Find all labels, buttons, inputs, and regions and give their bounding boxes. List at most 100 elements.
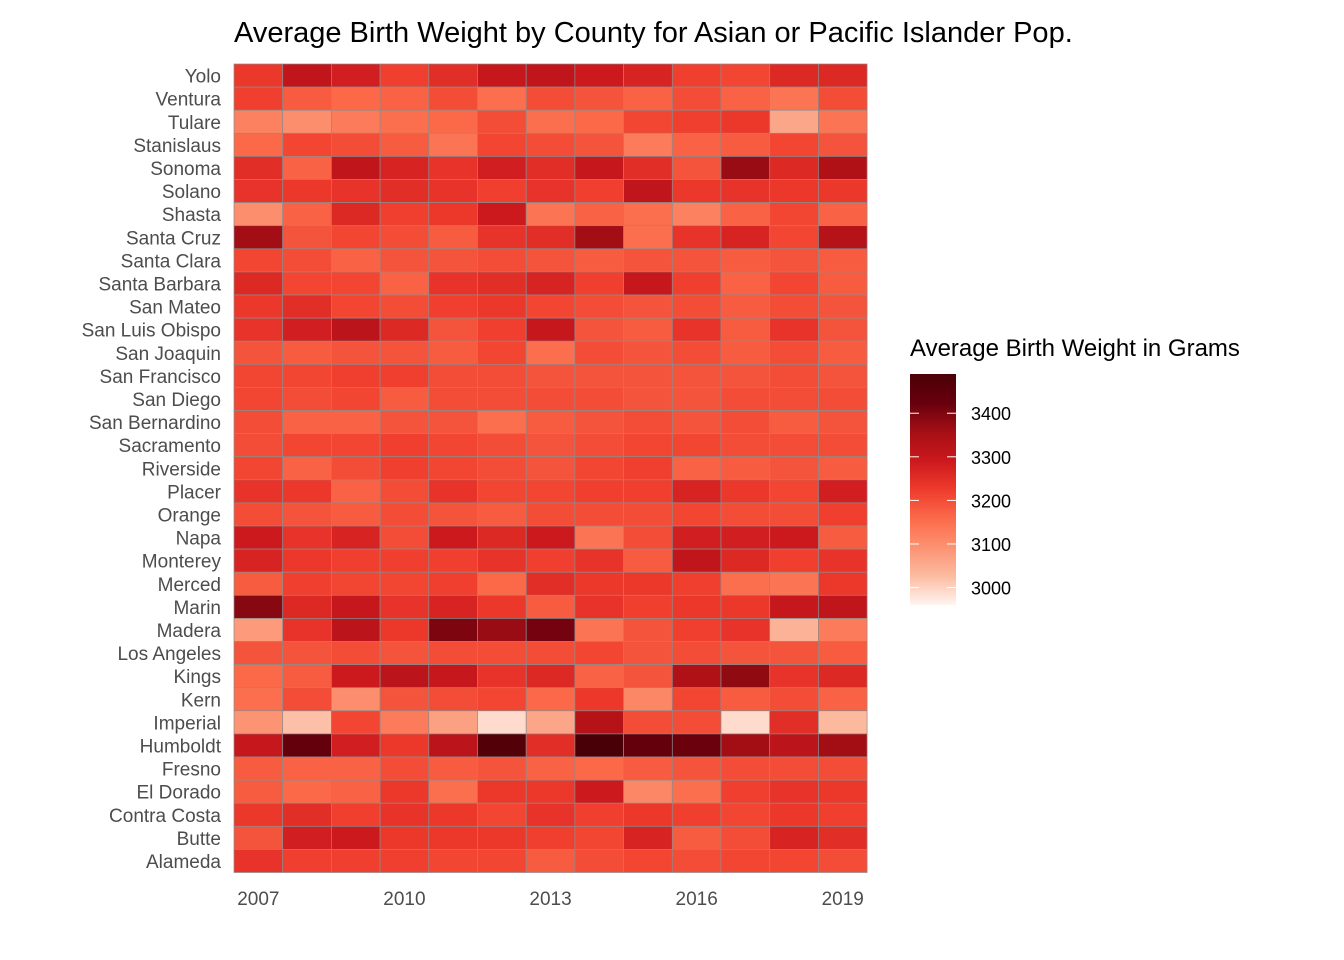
heatmap-cell [331,317,381,342]
heatmap-cell [769,802,819,827]
y-tick-label: Yolo [185,67,221,88]
heatmap-cell [477,317,527,342]
heatmap-cell [818,456,868,481]
y-tick-label: San Mateo [129,298,221,319]
heatmap-cell [574,479,624,504]
heatmap-cell [671,410,722,434]
heatmap-cell [818,433,868,458]
heatmap-cell [623,202,673,227]
heatmap-cell [477,271,527,296]
y-tick-label: San Luis Obispo [82,321,221,342]
heatmap-cell [818,687,868,712]
heatmap-cell [671,179,722,203]
heatmap-cell [477,849,527,873]
heatmap-cell [331,156,381,180]
heatmap-cell [769,479,819,504]
heatmap-cell [769,340,819,365]
heatmap-cell [379,109,430,134]
heatmap-cell [233,363,284,388]
heatmap-cell [623,756,673,781]
heatmap-cell [282,525,332,550]
heatmap-cell [477,179,527,203]
heatmap-cell [623,594,673,619]
legend-title: Average Birth Weight in Grams [910,335,1240,362]
heatmap-cell [379,618,430,642]
heatmap-cell [623,63,673,88]
heatmap-cell [623,248,673,273]
heatmap-cell [818,132,868,157]
heatmap-cell [574,340,624,365]
heatmap-cell [525,387,576,411]
heatmap-cell [428,433,478,458]
heatmap-cell [525,849,576,873]
heatmap-cell [282,502,332,527]
heatmap-cell [818,825,868,850]
heatmap-cell [233,340,284,365]
heatmap-cell [331,410,381,434]
heatmap-cell [428,317,478,342]
heatmap-cell [282,86,332,111]
heatmap-cell [769,202,819,227]
heatmap-cell [331,641,381,665]
heatmap-cell [331,179,381,203]
heatmap-cell [720,433,771,458]
heatmap-cell [379,86,430,111]
heatmap-cell [671,525,722,550]
heatmap-cell [233,410,284,434]
heatmap-cell [574,825,624,850]
heatmap-cell [379,548,430,573]
heatmap-cell [233,710,284,735]
heatmap-cell [525,525,576,550]
heatmap-cell [331,756,381,781]
heatmap-cell [233,525,284,550]
heatmap-cell [233,687,284,712]
heatmap-cell [525,641,576,665]
heatmap-cell [671,63,722,88]
heatmap-cell [379,525,430,550]
heatmap-cell [818,109,868,134]
heatmap-cell [428,63,478,88]
heatmap-cell [525,248,576,273]
heatmap-cell [233,433,284,458]
heatmap-cell [769,363,819,388]
heatmap-cell [720,502,771,527]
heatmap-cell [623,433,673,458]
heatmap-cell [818,410,868,434]
heatmap-cell [477,456,527,481]
heatmap-cell [525,756,576,781]
x-tick-label: 2010 [383,889,425,910]
heatmap-cell [477,225,527,250]
heatmap-cell [623,618,673,642]
heatmap-cell [623,317,673,342]
heatmap-cell [769,410,819,434]
legend-color-bar [910,374,956,605]
heatmap-cell [282,548,332,573]
heatmap-cell [623,548,673,573]
heatmap-cell [818,710,868,735]
heatmap-cell [818,363,868,388]
heatmap-cell [379,340,430,365]
heatmap-cell [623,710,673,735]
heatmap-cell [379,387,430,411]
heatmap-cell [671,456,722,481]
heatmap-cell [331,248,381,273]
heatmap-cell [379,502,430,527]
heatmap-cell [769,109,819,134]
heatmap-cell [574,410,624,434]
heatmap-cell [477,479,527,504]
heatmap-cell [720,779,771,804]
heatmap-cell [818,525,868,550]
heatmap-cell [720,571,771,596]
y-tick-label: Riverside [142,459,221,480]
color-legend: Average Birth Weight in Grams 3000 3100 32… [910,335,1240,605]
heatmap-cell [379,248,430,273]
heatmap-cell [282,802,332,827]
heatmap-cell [233,225,284,250]
heatmap-cell [282,248,332,273]
heatmap-cell [233,618,284,642]
heatmap-cell [525,86,576,111]
y-tick-label: Butte [177,829,221,850]
heatmap-cell [574,363,624,388]
heatmap-cell [769,456,819,481]
heatmap-cell [428,479,478,504]
